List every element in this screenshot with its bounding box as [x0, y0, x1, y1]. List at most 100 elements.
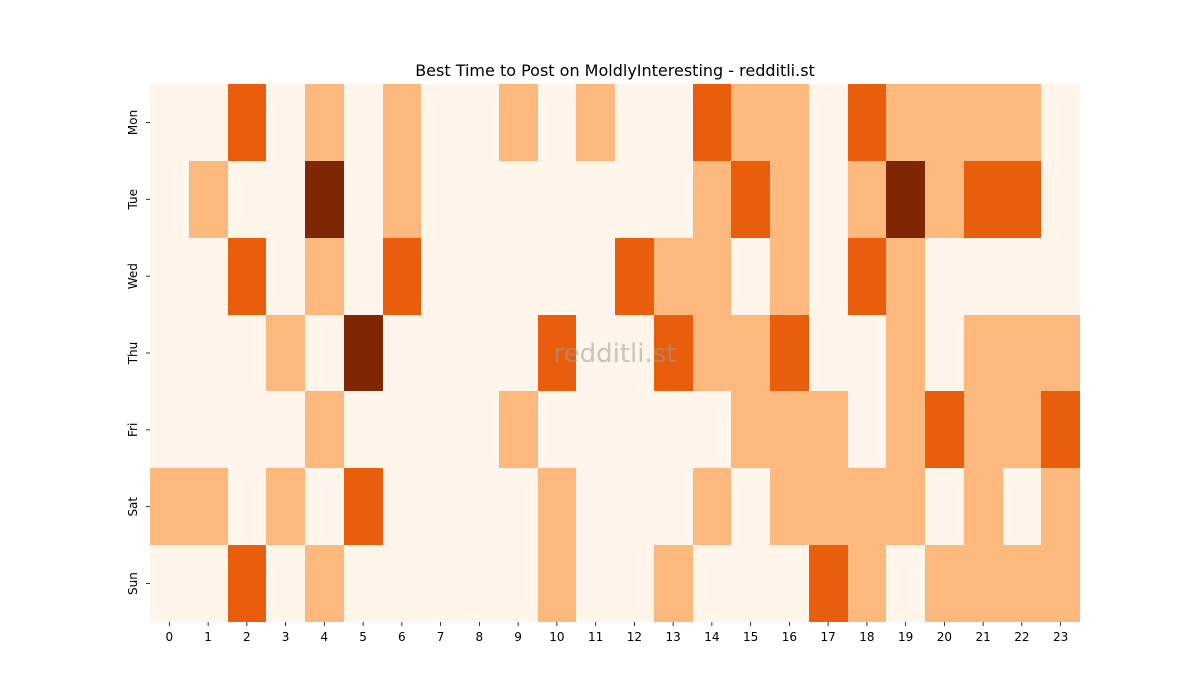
heatmap-cell: [693, 545, 731, 622]
heatmap-cell: [886, 238, 925, 315]
heatmap-cell: [344, 161, 383, 238]
heatmap-cell: [964, 545, 1003, 622]
x-tick-label: 8: [476, 630, 484, 644]
heatmap-cell: [615, 238, 654, 315]
heatmap-cell: [576, 161, 615, 238]
heatmap-cell: [228, 545, 266, 622]
x-tick-label: 5: [359, 630, 367, 644]
heatmap-cell: [615, 315, 654, 391]
heatmap-cell: [654, 391, 693, 468]
heatmap-cells: [150, 84, 1080, 622]
heatmap-cell: [344, 238, 383, 315]
heatmap-cell: [809, 468, 848, 545]
heatmap-cell: [1003, 84, 1041, 161]
heatmap-cell: [925, 391, 964, 468]
heatmap-cell: [615, 84, 654, 161]
heatmap-cell: [770, 545, 809, 622]
heatmap-cell: [499, 468, 538, 545]
heatmap-cell: [150, 468, 189, 545]
heatmap-cell: [383, 315, 421, 391]
heatmap-cell: [770, 238, 809, 315]
heatmap-cell: [615, 545, 654, 622]
heatmap-cell: [266, 161, 305, 238]
heatmap-cell: [460, 468, 499, 545]
heatmap-cell: [383, 468, 421, 545]
heatmap-cell: [809, 545, 848, 622]
x-tick-label: 4: [321, 630, 329, 644]
heatmap-cell: [150, 84, 189, 161]
heatmap-cell: [886, 468, 925, 545]
heatmap-cell: [460, 238, 499, 315]
heatmap-cell: [228, 161, 266, 238]
heatmap-cell: [344, 84, 383, 161]
heatmap-cell: [576, 315, 615, 391]
heatmap-cell: [538, 84, 576, 161]
heatmap-cell: [964, 161, 1003, 238]
heatmap-cell: [770, 84, 809, 161]
y-tick-label: Thu: [126, 342, 140, 366]
heatmap-cell: [886, 391, 925, 468]
heatmap-cell: [1003, 315, 1041, 391]
y-tick-label: Mon: [126, 110, 140, 135]
heatmap-cell: [964, 238, 1003, 315]
heatmap-cell: [1003, 238, 1041, 315]
heatmap-cell: [654, 84, 693, 161]
heatmap-cell: [1003, 161, 1041, 238]
heatmap-cell: [266, 391, 305, 468]
x-tick-label: 19: [898, 630, 913, 644]
heatmap-cell: [344, 315, 383, 391]
heatmap-cell: [731, 84, 770, 161]
heatmap-cell: [693, 315, 731, 391]
x-tick-label: 9: [514, 630, 522, 644]
heatmap-cell: [344, 391, 383, 468]
heatmap-cell: [383, 545, 421, 622]
heatmap-cell: [305, 468, 344, 545]
heatmap-cell: [654, 161, 693, 238]
x-tick-label: 20: [937, 630, 952, 644]
heatmap-cell: [809, 238, 848, 315]
y-tick-label: Tue: [126, 189, 140, 211]
heatmap-cell: [189, 468, 228, 545]
heatmap-cell: [421, 315, 460, 391]
heatmap-cell: [576, 468, 615, 545]
heatmap-cell: [538, 468, 576, 545]
heatmap-cell: [383, 238, 421, 315]
heatmap-cell: [886, 161, 925, 238]
heatmap-cell: [499, 161, 538, 238]
heatmap-cell: [848, 391, 886, 468]
heatmap-cell: [964, 315, 1003, 391]
heatmap-cell: [538, 161, 576, 238]
heatmap-cell: [421, 161, 460, 238]
heatmap-cell: [383, 161, 421, 238]
x-tick-label: 23: [1053, 630, 1068, 644]
x-tick-label: 18: [859, 630, 874, 644]
heatmap-cell: [770, 161, 809, 238]
x-tick-label: 13: [665, 630, 680, 644]
heatmap-cell: [1041, 161, 1080, 238]
heatmap-cell: [538, 545, 576, 622]
y-tick-label: Wed: [126, 263, 140, 289]
heatmap-cell: [421, 468, 460, 545]
x-tick-label: 6: [398, 630, 406, 644]
heatmap-cell: [1041, 468, 1080, 545]
heatmap-cell: [925, 84, 964, 161]
heatmap-cell: [964, 84, 1003, 161]
heatmap-cell: [305, 391, 344, 468]
x-tick-label: 7: [437, 630, 445, 644]
x-tick-label: 10: [549, 630, 564, 644]
heatmap-cell: [189, 84, 228, 161]
heatmap-cell: [538, 238, 576, 315]
x-tick-label: 0: [166, 630, 174, 644]
heatmap-cell: [886, 84, 925, 161]
heatmap-cell: [228, 468, 266, 545]
heatmap-cell: [189, 315, 228, 391]
heatmap-cell: [189, 238, 228, 315]
heatmap-cell: [809, 161, 848, 238]
heatmap-cell: [848, 84, 886, 161]
heatmap-cell: [305, 84, 344, 161]
x-tick-label: 21: [975, 630, 990, 644]
heatmap-cell: [964, 468, 1003, 545]
heatmap-cell: [421, 545, 460, 622]
